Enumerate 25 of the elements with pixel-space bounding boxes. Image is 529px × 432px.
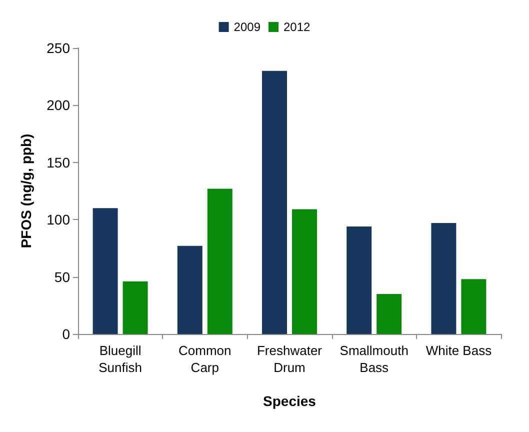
y-tick-label: 100 bbox=[46, 212, 70, 228]
bar bbox=[262, 70, 287, 334]
bar bbox=[177, 246, 202, 334]
x-tick-label: Freshwater Drum bbox=[256, 343, 323, 375]
y-tick-label: 0 bbox=[62, 326, 70, 342]
y-tick-label: 250 bbox=[46, 40, 70, 56]
x-tick-label: White Bass bbox=[426, 343, 492, 358]
bar bbox=[92, 208, 118, 334]
bar bbox=[207, 188, 232, 334]
bar bbox=[431, 223, 456, 334]
y-tick-label: 200 bbox=[46, 97, 70, 114]
legend-label: 2012 bbox=[284, 20, 311, 34]
bar bbox=[461, 279, 486, 334]
y-tick-label: 150 bbox=[46, 154, 70, 170]
y-tick-label: 50 bbox=[54, 268, 70, 285]
bar bbox=[292, 209, 317, 334]
legend-label: 2009 bbox=[234, 20, 261, 34]
x-tick-label: Bluegill Sunfish bbox=[98, 343, 142, 375]
x-axis-title: Species bbox=[263, 393, 316, 409]
bar bbox=[122, 281, 148, 334]
x-tick-label: Smallmouth Bass bbox=[340, 343, 408, 375]
y-axis-title: PFOS (ng/g, ppb) bbox=[18, 134, 34, 248]
bar bbox=[346, 226, 372, 334]
bar bbox=[376, 294, 402, 334]
x-tick-label: Common Carp bbox=[178, 343, 232, 375]
